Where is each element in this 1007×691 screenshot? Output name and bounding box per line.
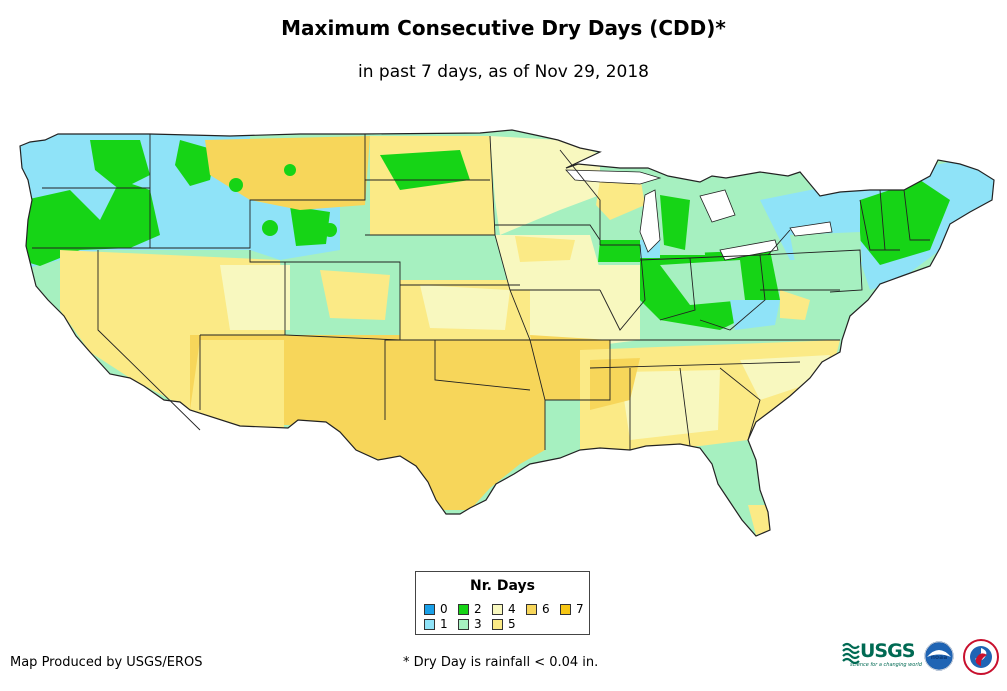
usgs-tagline: science for a changing world	[850, 662, 922, 668]
noaa-logo: noaa	[924, 641, 954, 671]
usgs-logo: USGS science for a changing world	[842, 640, 922, 670]
legend-item-0: 0	[424, 603, 448, 615]
legend-swatch-7	[560, 604, 571, 615]
usgs-wordmark: USGS	[860, 640, 915, 662]
legend-item-1: 1	[424, 618, 448, 630]
legend-item-5: 5	[492, 618, 516, 630]
legend-item-2: 2	[458, 603, 482, 615]
legend-item-4: 4	[492, 603, 516, 615]
legend-swatch-6	[526, 604, 537, 615]
usgs-wave-icon	[842, 642, 860, 665]
legend-label-4: 4	[508, 602, 516, 616]
legend-label-7: 7	[576, 602, 584, 616]
legend-swatch-4	[492, 604, 503, 615]
legend-item-6: 6	[526, 603, 550, 615]
legend-label-5: 5	[508, 617, 516, 631]
legend-label-3: 3	[474, 617, 482, 631]
nws-logo	[963, 639, 999, 675]
legend-swatch-1	[424, 619, 435, 630]
noaa-wordmark: noaa	[931, 654, 948, 661]
legend-swatch-2	[458, 604, 469, 615]
legend-item-7: 7	[560, 603, 584, 615]
legend-item-3: 3	[458, 618, 482, 630]
map-legend: Nr. Days 0 1 2 3 4 5 6 7	[415, 571, 590, 635]
noaa-bird-icon: noaa	[924, 641, 954, 671]
nws-cyclone-icon	[963, 639, 999, 675]
map-subtitle: in past 7 days, as of Nov 29, 2018	[358, 62, 649, 82]
legend-label-0: 0	[440, 602, 448, 616]
legend-swatch-5	[492, 619, 503, 630]
legend-label-2: 2	[474, 602, 482, 616]
legend-label-6: 6	[542, 602, 550, 616]
map-credit: Map Produced by USGS/EROS	[10, 655, 203, 670]
legend-label-1: 1	[440, 617, 448, 631]
legend-swatch-3	[458, 619, 469, 630]
legend-title: Nr. Days	[470, 578, 535, 594]
dry-day-footnote: * Dry Day is rainfall < 0.04 in.	[403, 655, 599, 670]
map-title: Maximum Consecutive Dry Days (CDD)*	[281, 16, 726, 40]
legend-swatch-0	[424, 604, 435, 615]
